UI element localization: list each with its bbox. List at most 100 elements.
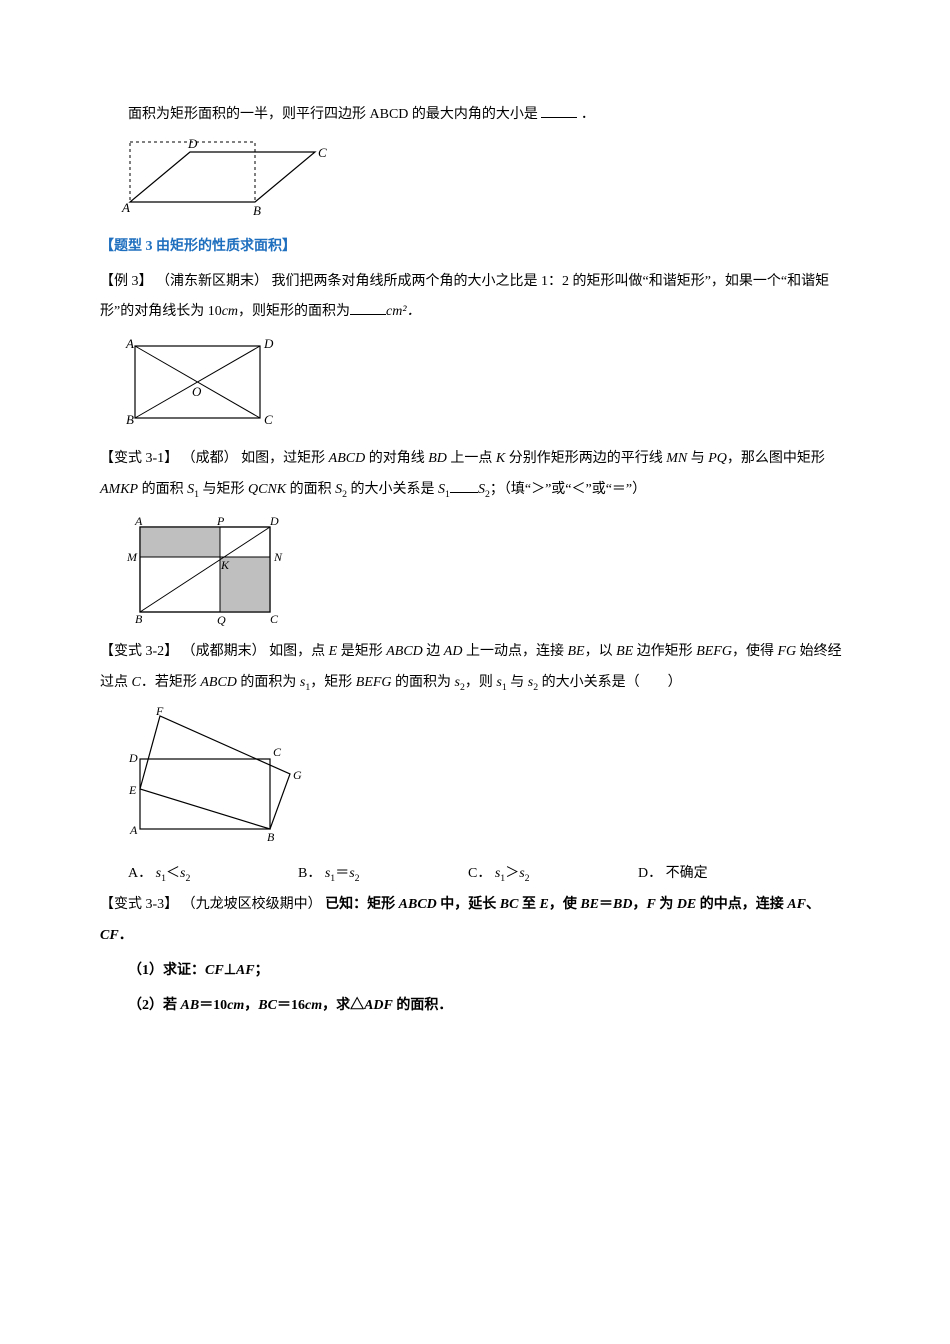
v32-t4: 上一动点，连接 [462, 644, 567, 659]
p1-tail: ； [255, 963, 269, 978]
v31-n: N [273, 550, 283, 564]
v33-t1: 中，延长 [437, 897, 500, 912]
od-tag: D． [638, 866, 662, 881]
v32-tag: 【变式 3-2】 [100, 644, 178, 659]
ex3-text2: ，则矩形的面积为 [238, 304, 350, 319]
v33-part1: （1）求证：CF⊥AF； [100, 956, 850, 987]
figure-parallelogram: A B C D [120, 137, 850, 222]
ex3-a: A [125, 336, 134, 351]
label-b: B [253, 203, 261, 218]
v31-s2b: S [478, 482, 485, 497]
v31-d: D [269, 514, 279, 528]
v31-t9: 的大小关系是 [347, 482, 438, 497]
option-d[interactable]: D． 不确定 [638, 859, 808, 890]
v31-t3: 上一点 [447, 451, 496, 466]
v33-t3: ，使 [549, 897, 581, 912]
oc-op: ＞ [505, 866, 519, 881]
v31-a: A [134, 514, 143, 528]
ex3-cm: cm [222, 304, 238, 319]
p2-t: ，求△ [322, 998, 364, 1013]
v32-lf: F [155, 704, 164, 718]
p2-bc: BC [258, 998, 277, 1013]
v32-c: C [132, 675, 141, 690]
p2-eq1: ＝10 [199, 998, 227, 1013]
v33-abcd: ABCD [399, 897, 437, 912]
v31-hint: ；（填“＞”或“＜”或“＝”） [490, 482, 646, 497]
v32-ld: D [128, 751, 138, 765]
ob-op: ＝ [335, 866, 349, 881]
v32-la: A [129, 823, 138, 837]
lead-text: 面积为矩形面积的一半，则平行四边形 ABCD 的最大内角的大小是 [128, 107, 538, 122]
ex3-d: D [263, 336, 274, 351]
v32-befg: BEFG [696, 644, 732, 659]
p2-sep: ， [244, 998, 258, 1013]
figure-ex3: A B C D O [120, 334, 850, 434]
v32-t2: 是矩形 [337, 644, 386, 659]
v31-t7: 与矩形 [199, 482, 248, 497]
v32-t10: 的面积为 [237, 675, 300, 690]
v32-befg2: BEFG [356, 675, 392, 690]
v32-t14: 与 [507, 675, 528, 690]
v33-t7: ． [119, 928, 133, 943]
v33-de: DE [677, 897, 696, 912]
v32-t15: 的大小关系是（ ） [538, 675, 682, 690]
v33-tag: 【变式 3-3】 [100, 897, 178, 912]
v31-and1: 与 [687, 451, 708, 466]
variant-3-3: 【变式 3-3】 （九龙坡区校级期中） 已知：矩形 ABCD 中，延长 BC 至… [100, 890, 850, 952]
label-d: D [187, 137, 198, 151]
v31-qcnk: QCNK [248, 482, 286, 497]
v33-cf: CF [100, 928, 119, 943]
v32-t9: ．若矩形 [141, 675, 201, 690]
v32-be2: BE [616, 644, 633, 659]
v31-svg: A B C D M N P Q K [120, 512, 290, 627]
v31-pq: PQ [708, 451, 727, 466]
v31-t1: 如图，过矩形 [241, 451, 329, 466]
p1-perp: ⊥ [224, 963, 236, 978]
p1-cf: CF [205, 963, 224, 978]
v31-q: Q [217, 613, 226, 627]
oa-tag: A． [128, 866, 152, 881]
v32-t5: ，以 [585, 644, 617, 659]
variant-3-2: 【变式 3-2】 （成都期末） 如图，点 E 是矩形 ABCD 边 AD 上一动… [100, 637, 850, 699]
v32-abcd2: ABCD [200, 675, 237, 690]
oa-op: ＜ [166, 866, 180, 881]
figure-v32: A B C D E F G [120, 704, 850, 849]
p1-af: AF [236, 963, 255, 978]
v31-kk: K [220, 558, 230, 572]
example-3: 【例 3】 （浦东新区期末） 我们把两条对角线所成两个角的大小之比是 1：2 的… [100, 267, 850, 329]
option-c[interactable]: C． s1＞s2 [468, 859, 638, 890]
label-c: C [318, 145, 327, 160]
v32-t7: ，使得 [732, 644, 778, 659]
p2-tail: 的面积． [393, 998, 453, 1013]
v31-m: M [126, 550, 138, 564]
v32-options: A． s1＜s2 B． s1＝s2 C． s1＞s2 D． 不确定 [100, 859, 850, 890]
ex3-b: B [126, 412, 134, 427]
v31-source: （成都） [182, 451, 238, 466]
v33-be: BE [580, 897, 599, 912]
v31-p: P [216, 514, 225, 528]
oc-tag: C． [468, 866, 491, 881]
v31-t2: 的对角线 [365, 451, 428, 466]
p2-ab: AB [181, 998, 200, 1013]
v32-lb: B [267, 830, 275, 844]
v31-k: K [496, 451, 505, 466]
v31-t6: 的面积 [138, 482, 187, 497]
blank-answer [541, 104, 577, 118]
v31-t5: ，那么图中矩形 [727, 451, 825, 466]
v33-sep: 、 [806, 897, 820, 912]
v32-fg: FG [777, 644, 796, 659]
p1-tag: （1） [128, 963, 163, 978]
od-text: 不确定 [666, 866, 708, 881]
v31-blank [450, 479, 478, 493]
option-b[interactable]: B． s1＝s2 [298, 859, 468, 890]
v32-source: （成都期末） [182, 644, 266, 659]
p2-text: 若 [163, 998, 181, 1013]
option-a[interactable]: A． s1＜s2 [128, 859, 298, 890]
v32-ad: AD [444, 644, 463, 659]
figure-v31: A B C D M N P Q K [120, 512, 850, 627]
v33-af: AF [787, 897, 806, 912]
v32-lg: G [293, 768, 302, 782]
v32-abcd: ABCD [386, 644, 423, 659]
v32-e: E [329, 644, 338, 659]
p2-cm1: cm [227, 998, 244, 1013]
